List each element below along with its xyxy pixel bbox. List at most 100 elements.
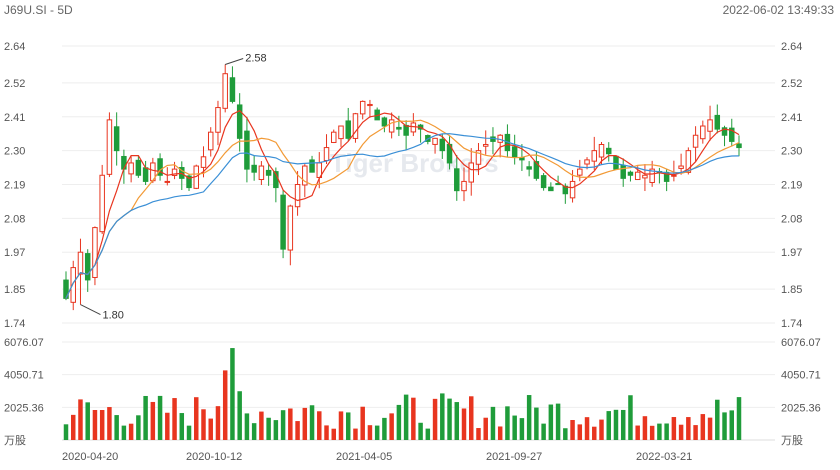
candle-body	[381, 117, 388, 127]
volume-tick-left: 6076.07	[4, 337, 44, 349]
volume-bar	[374, 425, 380, 440]
candle-body	[627, 171, 634, 176]
candle-body	[678, 165, 684, 169]
x-tick-label: 2022-03-21	[636, 451, 692, 463]
volume-bar	[592, 426, 597, 440]
candle-body	[135, 159, 142, 176]
chart-header: J69U.SI - 5D 2022-06-02 13:49:33	[0, 0, 840, 18]
volume-bar	[99, 410, 105, 440]
candle-body	[186, 175, 192, 189]
volume-unit-right: 万股	[781, 434, 803, 447]
volume-bar	[664, 423, 669, 440]
volume-bar	[396, 404, 402, 440]
volume-bar	[686, 417, 691, 440]
volume-bar	[208, 418, 213, 440]
candle-body	[707, 119, 713, 132]
volume-tick-right: 4050.71	[781, 370, 821, 382]
candle-body	[729, 127, 735, 142]
candle-body	[410, 122, 417, 133]
candle-body	[70, 267, 76, 303]
volume-bar	[736, 397, 742, 440]
candle-body	[634, 171, 641, 181]
price-tick-left: 2.08	[4, 213, 25, 225]
candle-body	[468, 162, 474, 183]
candle-body	[287, 205, 294, 251]
volume-bar	[244, 413, 250, 440]
candle-body	[77, 251, 84, 275]
candle-body	[280, 194, 286, 250]
volume-bar	[483, 417, 488, 440]
volume-bar	[150, 401, 156, 440]
candle-body	[620, 164, 626, 179]
candle-body	[511, 146, 518, 158]
annotations: 2.58 1.80	[80, 52, 267, 322]
volume-bar	[389, 413, 394, 440]
volume-bar	[418, 422, 423, 440]
price-tick-right: 2.41	[781, 112, 802, 124]
candle-body	[388, 119, 395, 133]
volume-bar	[172, 398, 177, 440]
volume-bar	[432, 398, 438, 440]
price-tick-right: 2.08	[781, 213, 802, 225]
volume-bar	[201, 409, 206, 440]
candle-body	[671, 174, 677, 177]
volume-bar	[469, 396, 474, 440]
volume-bar	[693, 425, 698, 440]
candle-body	[309, 159, 315, 173]
volume-bar	[599, 419, 604, 440]
price-tick-left: 2.52	[4, 78, 25, 90]
volume-bar	[273, 420, 279, 440]
volume-bar	[476, 428, 481, 440]
volume-bar	[490, 406, 496, 440]
candle-body	[736, 143, 742, 149]
price-tick-right: 1.97	[781, 247, 802, 259]
volume-bar	[722, 412, 727, 440]
volume-bar	[548, 404, 554, 440]
volume-bar	[367, 425, 373, 440]
volume-bar	[179, 413, 185, 440]
volume-bar	[309, 405, 315, 440]
volume-bar	[613, 409, 619, 440]
candle-body	[692, 134, 699, 148]
candle-body	[613, 155, 619, 170]
candle-body	[475, 150, 482, 165]
grid-lines	[62, 45, 775, 441]
volume-bar	[657, 423, 662, 440]
volume-bar	[157, 395, 163, 440]
price-tick-right: 2.52	[781, 78, 802, 90]
volume-bar	[563, 428, 568, 440]
volume-bar	[324, 425, 329, 440]
x-tick-label: 2020-04-20	[62, 451, 118, 463]
candle-body	[721, 127, 728, 136]
candle-body	[569, 180, 576, 199]
candle-body	[591, 150, 598, 162]
volume-bar	[331, 428, 336, 440]
candle-body	[99, 174, 105, 233]
volume-bar	[411, 397, 416, 440]
candle-body	[113, 126, 120, 152]
price-tick-left: 2.19	[4, 180, 25, 192]
candle-body	[222, 73, 228, 109]
ma5-line	[65, 109, 740, 299]
volume-bar	[671, 417, 677, 440]
volume-bar	[345, 412, 351, 440]
candle-body	[403, 124, 409, 136]
volume-bar	[143, 395, 148, 440]
candle-body	[439, 138, 446, 152]
candle-body	[142, 167, 149, 182]
candle-body	[207, 131, 214, 151]
volume-bar	[570, 420, 575, 440]
candle-body	[577, 168, 583, 176]
candle-body	[584, 159, 590, 165]
candle-body	[302, 165, 308, 186]
volume-bar	[505, 406, 510, 440]
candle-body	[359, 100, 366, 115]
volume-bar	[266, 417, 271, 440]
low-marker-line	[80, 304, 101, 315]
volume-bar	[606, 411, 611, 440]
candle-body	[106, 119, 113, 175]
volume-bar	[317, 411, 322, 440]
candle-body	[454, 168, 460, 192]
volume-bar	[440, 393, 445, 440]
